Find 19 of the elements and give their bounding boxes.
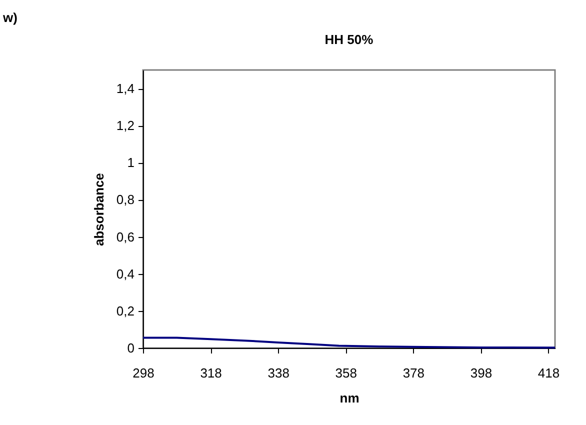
- text: w): [2, 10, 18, 25]
- x-tick-label: 378: [402, 366, 425, 380]
- x-tick-label: 318: [200, 366, 222, 380]
- x-tick-label: 398: [470, 366, 492, 380]
- x-tick-label: 298: [132, 366, 154, 380]
- x-tick-label: 418: [538, 366, 560, 380]
- x-tick-label: 358: [335, 366, 357, 380]
- y-tick-label: 0,8: [116, 192, 134, 208]
- y-axis-title: absorbance: [91, 173, 106, 246]
- x-axis-title: nm: [340, 390, 360, 406]
- y-tick-label: 0,4: [116, 266, 134, 282]
- y-tick-label: 1: [127, 155, 134, 170]
- x-tick-label: 338: [268, 366, 290, 380]
- chart-title: HH 50%: [324, 32, 374, 47]
- y-tick-label: 0,6: [116, 229, 134, 244]
- y-tick-label: 0: [127, 340, 134, 356]
- y-tick-label: 0,2: [116, 303, 134, 318]
- y-tick-label: 1,4: [116, 81, 134, 96]
- y-tick-label: 1,2: [116, 118, 134, 134]
